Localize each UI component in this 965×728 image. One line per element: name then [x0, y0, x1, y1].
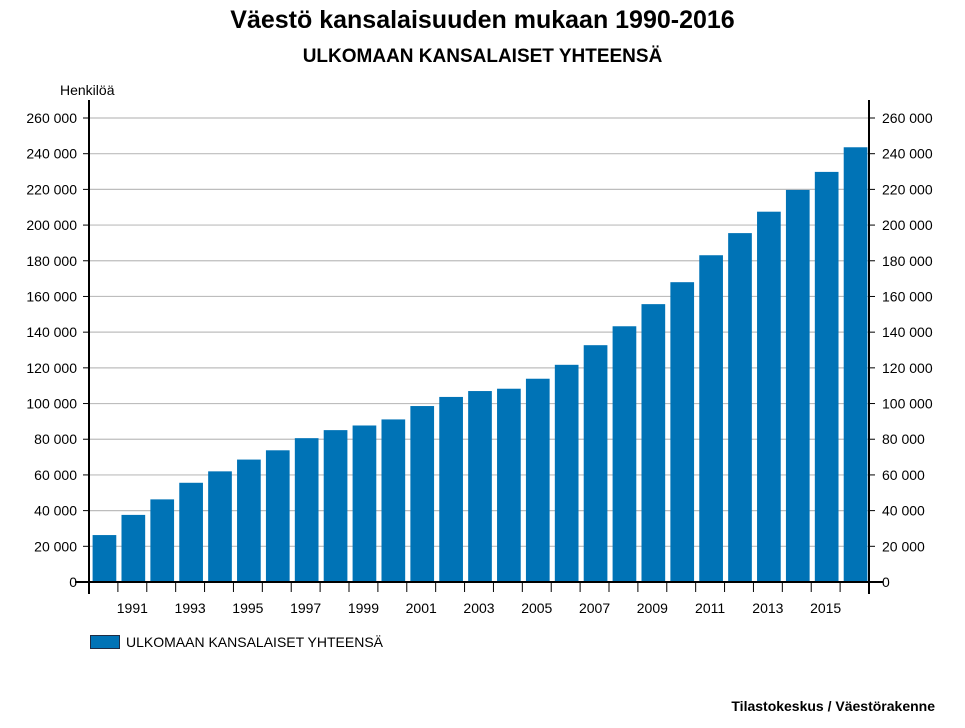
- chart-title: Väestö kansalaisuuden mukaan 1990-2016: [230, 6, 735, 34]
- y-tick-label-left: 240 000: [26, 146, 77, 162]
- bar: [237, 459, 261, 582]
- bar: [554, 364, 579, 582]
- y-tick-label-left: 120 000: [26, 360, 77, 376]
- y-tick-label-right: 120 000: [882, 360, 933, 376]
- x-tick-label: 2013: [752, 600, 783, 616]
- y-tick-label-right: 180 000: [882, 253, 933, 269]
- y-tick-label-right: 140 000: [882, 324, 933, 340]
- bar: [410, 406, 435, 582]
- bar: [497, 388, 521, 582]
- bar: [92, 535, 117, 582]
- source-note: Tilastokeskus / Väestörakenne: [731, 698, 935, 714]
- y-tick-label-left: 100 000: [26, 396, 77, 412]
- y-tick-label-right: 240 000: [882, 146, 933, 162]
- y-tick-label-left: 20 000: [34, 538, 77, 554]
- bar: [381, 419, 406, 582]
- x-tick-label: 1995: [232, 600, 263, 616]
- y-tick-label-right: 80 000: [882, 431, 925, 447]
- bar: [121, 514, 146, 582]
- y-tick-label-right: 160 000: [882, 288, 933, 304]
- x-tick-label: 2003: [463, 600, 494, 616]
- x-tick-label: 1991: [117, 600, 148, 616]
- y-tick-label-right: 100 000: [882, 396, 933, 412]
- y-tick-label-left: 220 000: [26, 181, 77, 197]
- legend-swatch: [90, 635, 120, 649]
- x-tick-label: 1999: [348, 600, 379, 616]
- bar: [468, 391, 492, 582]
- bar: [179, 482, 203, 582]
- bar: [525, 378, 550, 582]
- y-tick-label-left: 200 000: [26, 217, 77, 233]
- y-tick-label-left: 80 000: [34, 431, 77, 447]
- y-tick-label-left: 160 000: [26, 288, 77, 304]
- y-tick-label-left: 40 000: [34, 503, 77, 519]
- bar: [439, 396, 463, 582]
- bar: [583, 345, 608, 582]
- bar: [757, 211, 781, 582]
- x-tick-label: 2005: [521, 600, 552, 616]
- y-tick-label-right: 60 000: [882, 467, 925, 483]
- bar: [699, 255, 723, 582]
- x-tick-label: 1997: [290, 600, 321, 616]
- bar: [265, 450, 290, 582]
- bar: [323, 430, 348, 582]
- y-tick-label-right: 20 000: [882, 538, 925, 554]
- bar: [670, 282, 695, 582]
- bar: [785, 189, 810, 583]
- x-tick-label: 2007: [579, 600, 610, 616]
- y-tick-label-right: 0: [882, 574, 890, 590]
- y-tick-label-right: 200 000: [882, 217, 933, 233]
- x-tick-label: 2011: [695, 600, 725, 616]
- bar: [728, 233, 752, 582]
- y-axis-label: Henkilöä: [60, 82, 115, 98]
- bar: [843, 147, 868, 582]
- bar: [352, 425, 377, 582]
- y-tick-label-right: 220 000: [882, 181, 933, 197]
- y-tick-label-left: 260 000: [26, 110, 77, 126]
- bar: [294, 438, 319, 582]
- x-tick-label: 2001: [406, 600, 437, 616]
- chart-subtitle: ULKOMAAN KANSALAISET YHTEENSÄ: [302, 46, 663, 67]
- bar: [641, 304, 666, 582]
- x-tick-label: 2009: [637, 600, 668, 616]
- bar: [612, 326, 637, 582]
- bar: [208, 471, 232, 582]
- bar: [814, 171, 839, 582]
- x-tick-label: 1993: [175, 600, 206, 616]
- y-tick-label-right: 40 000: [882, 503, 925, 519]
- legend-label: ULKOMAAN KANSALAISET YHTEENSÄ: [126, 634, 384, 650]
- y-tick-label-left: 180 000: [26, 253, 77, 269]
- y-tick-label-right: 260 000: [882, 110, 933, 126]
- y-tick-label-left: 0: [69, 574, 77, 590]
- y-tick-label-left: 140 000: [26, 324, 77, 340]
- legend: ULKOMAAN KANSALAISET YHTEENSÄ: [90, 634, 383, 650]
- bar: [150, 499, 175, 582]
- y-tick-label-left: 60 000: [34, 467, 77, 483]
- x-tick-label: 2015: [810, 600, 841, 616]
